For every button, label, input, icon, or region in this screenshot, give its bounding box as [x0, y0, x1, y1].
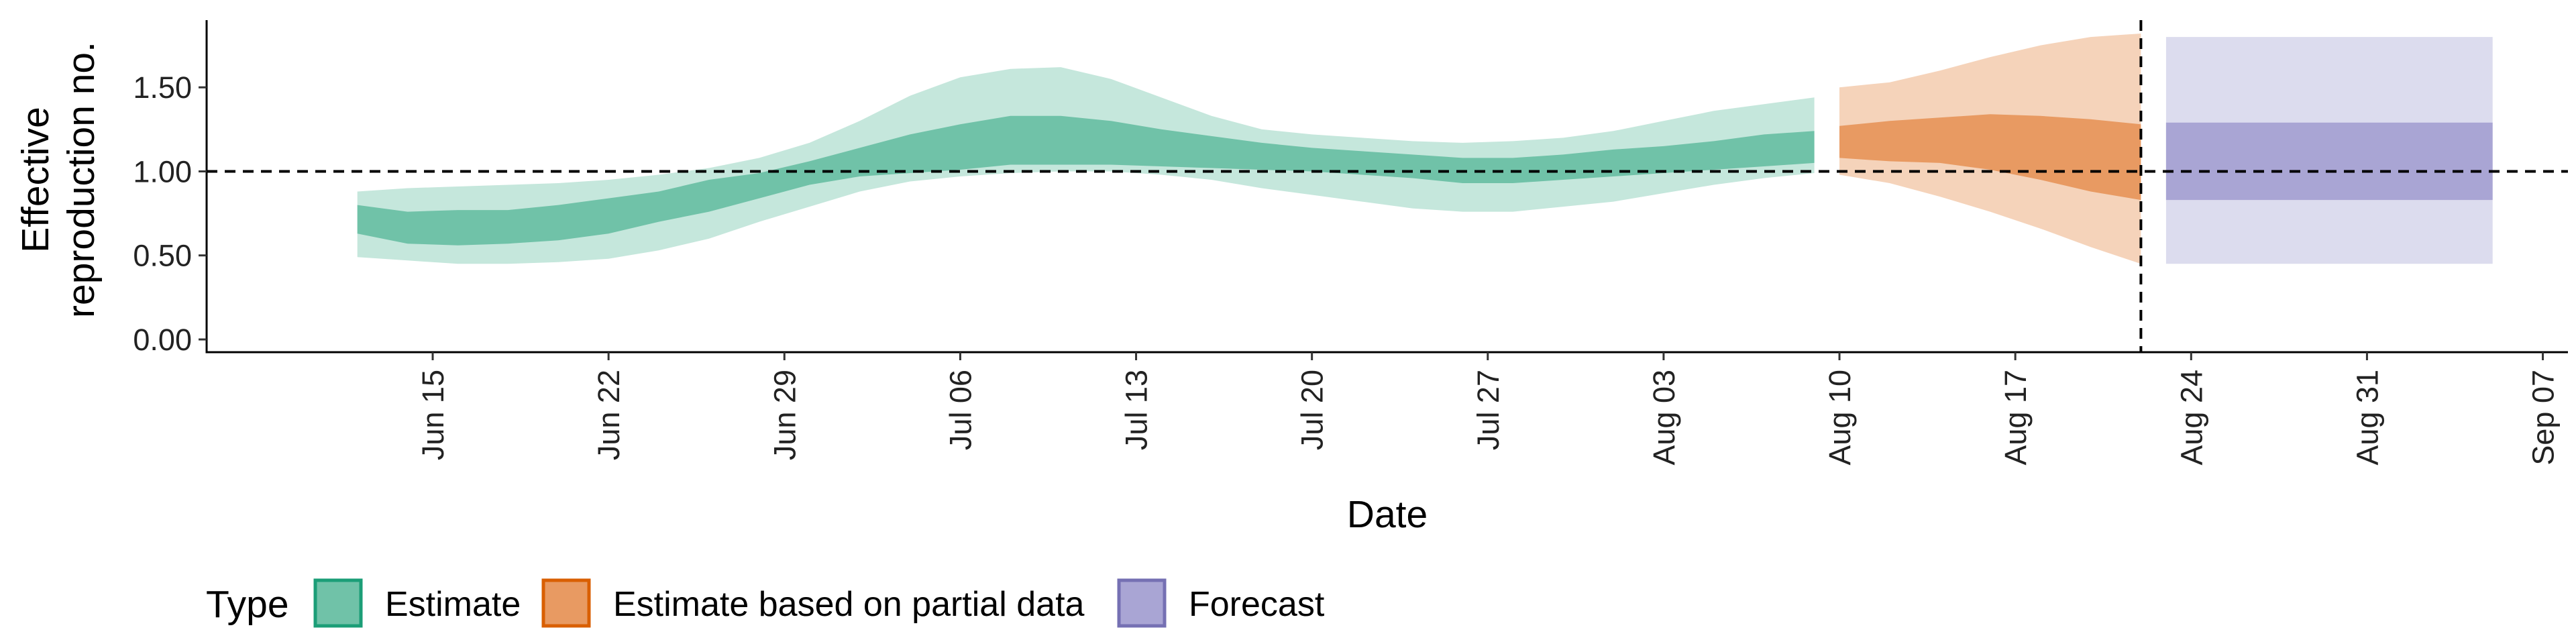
x-axis-title: Date [1347, 493, 1428, 536]
estimate-based-on-partial-data-inner-band [1839, 114, 2141, 201]
y-tick-label: 0.00 [133, 323, 192, 357]
legend-title: Type [206, 583, 289, 626]
x-tick-label: Aug 31 [2350, 370, 2384, 466]
legend-key-estimate [313, 578, 363, 628]
y-axis-title-line-1: Effective [14, 107, 57, 253]
estimate-outer-band [357, 67, 1815, 264]
x-tick-label: Jun 22 [592, 370, 626, 460]
band-layer [357, 34, 2493, 264]
y-tick-label: 0.50 [133, 239, 192, 273]
y-tick-label: 1.00 [133, 154, 192, 189]
x-tick-label: Jul 13 [1120, 370, 1154, 450]
estimate-inner-band [357, 115, 1815, 246]
x-tick-label: Jul 20 [1295, 370, 1330, 450]
y-axis-ticks: 0.00 0.50 1.00 1.50 [133, 70, 207, 357]
x-tick-label: Sep 07 [2526, 370, 2561, 466]
x-tick-label: Aug 03 [1647, 370, 1681, 466]
y-tick-label: 1.50 [133, 70, 192, 105]
x-tick-label: Aug 10 [1823, 370, 1857, 466]
forecast-inner-band [2165, 122, 2493, 201]
legend-key-estimate-based-on-partial-data [541, 578, 591, 628]
legend-key-forecast [1117, 578, 1167, 628]
x-tick-label: Jul 27 [1471, 370, 1505, 450]
legend-label-estimate: Estimate [385, 585, 521, 624]
x-tick-label: Jul 06 [943, 370, 977, 450]
x-tick-label: Aug 24 [2174, 370, 2208, 466]
x-tick-label: Jun 15 [416, 370, 450, 460]
x-tick-label: Jun 29 [767, 370, 802, 460]
legend-label-forecast: Forecast [1189, 585, 1325, 624]
y-axis-title-line-2: reproduction no. [60, 42, 103, 318]
x-axis-ticks: Jun 15 Jun 22 Jun 29 Jul 06 Jul 13 Jul 20 Jul … [416, 352, 2561, 466]
legend: Type Estimate Estimate based on partial d… [206, 578, 1325, 628]
x-tick-label: Aug 17 [1998, 370, 2033, 466]
legend-label-estimate-based-on-partial-data: Estimate based on partial data [613, 585, 1085, 624]
